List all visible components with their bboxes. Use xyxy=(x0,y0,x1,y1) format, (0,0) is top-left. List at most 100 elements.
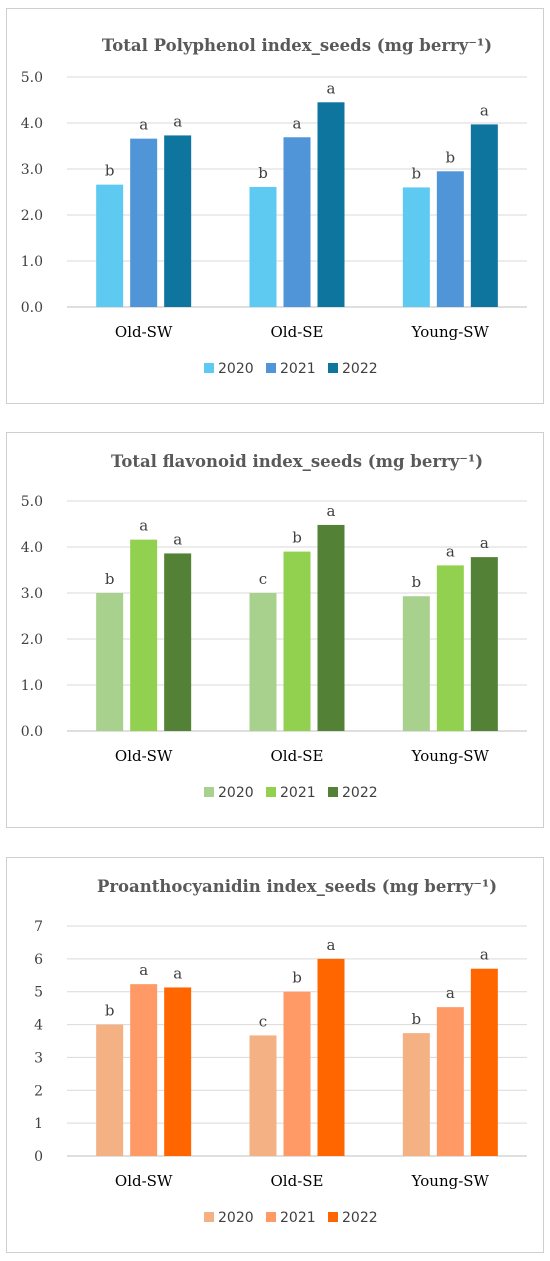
legend-label: 2022 xyxy=(342,785,378,801)
y-tick-label: 5.0 xyxy=(21,70,43,86)
significance-letter: a xyxy=(139,961,148,979)
significance-letter: b xyxy=(105,162,115,180)
legend-swatch-2021 xyxy=(266,1212,276,1222)
chart-title: Total Polyphenol index_seeds (mg berry⁻¹… xyxy=(102,36,492,55)
y-tick-label: 3.0 xyxy=(21,586,43,602)
bar-2021-old-se xyxy=(283,551,311,731)
x-category-label: Young-SW xyxy=(411,323,490,341)
significance-letter: a xyxy=(327,936,336,954)
bar-2022-old-se xyxy=(317,102,345,307)
bar-2020-old-sw xyxy=(96,1024,124,1156)
y-tick-label: 3 xyxy=(34,1050,43,1066)
legend-swatch-2020 xyxy=(204,1212,214,1222)
significance-letter: c xyxy=(259,1012,267,1030)
significance-letter: a xyxy=(480,534,489,552)
significance-letter: b xyxy=(412,164,422,182)
bar-2020-young-sw xyxy=(402,1033,430,1156)
flavonoid-chart: Total flavonoid index_seeds (mg berry⁻¹)… xyxy=(21,452,527,801)
significance-letter: a xyxy=(446,542,455,560)
bar-2022-old-sw xyxy=(164,135,192,307)
significance-letter: b xyxy=(105,1002,115,1020)
y-tick-label: 6 xyxy=(34,952,43,968)
significance-letter: a xyxy=(327,79,336,97)
bar-2021-young-sw xyxy=(436,171,464,307)
y-tick-label: 4.0 xyxy=(21,540,43,556)
legend-label: 2020 xyxy=(218,361,254,377)
y-tick-label: 7 xyxy=(34,919,43,935)
legend-label: 2021 xyxy=(280,361,316,377)
x-category-label: Old-SW xyxy=(115,747,173,765)
y-tick-label: 3.0 xyxy=(21,162,43,178)
significance-letter: b xyxy=(292,969,302,987)
polyphenol-chart: Total Polyphenol index_seeds (mg berry⁻¹… xyxy=(21,36,527,377)
bar-2022-old-se xyxy=(317,958,345,1156)
bar-2022-old-se xyxy=(317,524,345,731)
significance-letter: b xyxy=(258,164,268,182)
x-category-label: Old-SE xyxy=(271,747,324,765)
proanthocyanidin-chart-panel: Proanthocyanidin index_seeds (mg berry⁻¹… xyxy=(6,857,544,1253)
significance-letter: a xyxy=(327,502,336,520)
y-tick-label: 2 xyxy=(34,1083,43,1099)
x-category-label: Old-SE xyxy=(271,1172,324,1190)
significance-letter: a xyxy=(480,101,489,119)
legend-swatch-2020 xyxy=(204,787,214,797)
significance-letter: a xyxy=(480,946,489,964)
y-tick-label: 2.0 xyxy=(21,208,43,224)
y-tick-label: 0.0 xyxy=(21,724,43,740)
significance-letter: b xyxy=(105,570,115,588)
y-tick-label: 4 xyxy=(34,1018,43,1034)
legend-label: 2021 xyxy=(280,1210,316,1226)
bar-2020-old-se xyxy=(249,1035,277,1156)
legend-label: 2020 xyxy=(218,1210,254,1226)
x-category-label: Old-SW xyxy=(115,1172,173,1190)
x-category-label: Old-SW xyxy=(115,323,173,341)
y-tick-label: 1 xyxy=(34,1116,43,1132)
significance-letter: a xyxy=(173,964,182,982)
significance-letter: b xyxy=(412,1010,422,1028)
legend-swatch-2021 xyxy=(266,787,276,797)
significance-letter: a xyxy=(139,517,148,535)
bar-2022-young-sw xyxy=(470,557,498,731)
x-category-label: Young-SW xyxy=(411,747,490,765)
significance-letter: a xyxy=(173,112,182,130)
legend-label: 2020 xyxy=(218,785,254,801)
legend-label: 2021 xyxy=(280,785,316,801)
bar-2022-young-sw xyxy=(470,968,498,1156)
bar-2021-old-sw xyxy=(130,984,158,1156)
significance-letter: c xyxy=(259,570,267,588)
bar-2020-old-se xyxy=(249,593,277,731)
y-tick-label: 5 xyxy=(34,985,43,1001)
legend-swatch-2021 xyxy=(266,363,276,373)
bar-2021-old-se xyxy=(283,991,311,1156)
bar-2020-old-se xyxy=(249,186,277,307)
bar-2021-young-sw xyxy=(436,565,464,731)
legend-swatch-2022 xyxy=(328,1212,338,1222)
x-category-label: Young-SW xyxy=(411,1172,490,1190)
bar-2020-old-sw xyxy=(96,184,124,307)
y-tick-label: 1.0 xyxy=(21,678,43,694)
bar-2020-young-sw xyxy=(402,596,430,731)
bar-2021-old-sw xyxy=(130,138,158,307)
legend-swatch-2022 xyxy=(328,787,338,797)
flavonoid-chart-panel: Total flavonoid index_seeds (mg berry⁻¹)… xyxy=(6,432,544,828)
proanthocyanidin-chart: Proanthocyanidin index_seeds (mg berry⁻¹… xyxy=(34,877,527,1226)
significance-letter: b xyxy=(292,529,302,547)
bar-2021-young-sw xyxy=(436,1007,464,1156)
significance-letter: a xyxy=(173,530,182,548)
y-tick-label: 0.0 xyxy=(21,300,43,316)
significance-letter: a xyxy=(139,116,148,134)
legend-swatch-2020 xyxy=(204,363,214,373)
bar-2021-old-sw xyxy=(130,539,158,731)
y-tick-label: 4.0 xyxy=(21,116,43,132)
x-category-label: Old-SE xyxy=(271,323,324,341)
polyphenol-chart-panel: Total Polyphenol index_seeds (mg berry⁻¹… xyxy=(6,8,544,404)
legend-label: 2022 xyxy=(342,361,378,377)
bar-2022-young-sw xyxy=(470,124,498,307)
legend-label: 2022 xyxy=(342,1210,378,1226)
bar-2022-old-sw xyxy=(164,987,192,1156)
significance-letter: b xyxy=(412,573,422,591)
y-tick-label: 2.0 xyxy=(21,632,43,648)
bar-2021-old-se xyxy=(283,137,311,307)
legend-swatch-2022 xyxy=(328,363,338,373)
y-tick-label: 1.0 xyxy=(21,254,43,270)
